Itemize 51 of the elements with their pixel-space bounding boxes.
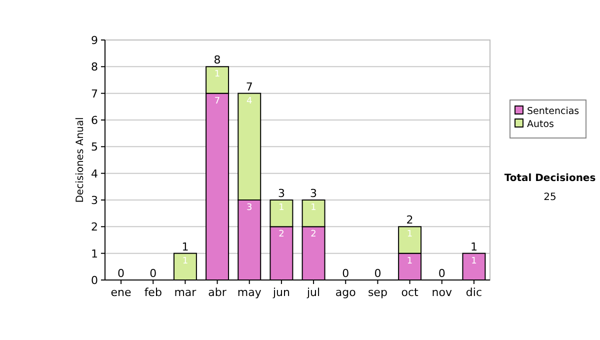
total-label: 1 <box>182 240 189 254</box>
data-label: 7 <box>214 96 220 106</box>
total-label: 0 <box>374 267 382 280</box>
total-label: 1 <box>470 240 478 254</box>
legend-label: Sentencias <box>527 106 580 117</box>
x-tick-label: abr <box>208 286 227 299</box>
data-label: 2 <box>310 230 316 240</box>
data-label: 1 <box>310 203 316 213</box>
x-tick-label: nov <box>432 286 452 299</box>
x-tick-label: jun <box>272 286 290 299</box>
data-label: 1 <box>182 256 188 266</box>
total-label: 3 <box>310 187 318 200</box>
text: Total Decisiones <box>504 173 596 184</box>
x-tick-label: may <box>237 286 262 299</box>
x-tick-label: sep <box>368 286 388 299</box>
x-tick-label: oct <box>401 286 420 299</box>
y-tick-label: 8 <box>91 60 98 74</box>
total-label: 2 <box>406 214 414 227</box>
y-tick-label: 5 <box>91 140 98 154</box>
data-label: 3 <box>246 203 252 213</box>
y-tick-label: 2 <box>91 220 98 234</box>
total-label: 3 <box>278 187 285 200</box>
total-label: 0 <box>438 267 446 280</box>
legend-label: Autos <box>527 119 554 130</box>
x-tick-label: ago <box>335 286 356 299</box>
data-label: 2 <box>278 230 284 240</box>
y-tick-label: 6 <box>91 114 98 127</box>
total-label: 7 <box>246 80 253 94</box>
data-label: 1 <box>406 256 413 266</box>
x-tick-label: mar <box>174 286 197 299</box>
total-label: 0 <box>118 267 125 280</box>
y-tick-label: 9 <box>91 34 98 47</box>
x-tick-label: feb <box>144 286 162 299</box>
total-label: 0 <box>342 267 350 280</box>
y-tick-label: 4 <box>91 167 98 180</box>
text: 25 <box>544 192 556 203</box>
data-label: 1 <box>214 70 220 80</box>
total-label: 0 <box>150 267 157 280</box>
data-label: 4 <box>246 96 253 106</box>
data-label: 1 <box>406 230 413 240</box>
y-tick-label: 3 <box>91 194 98 207</box>
y-tick-label: 1 <box>91 247 98 260</box>
total-label: 8 <box>214 54 221 67</box>
x-tick-label: jul <box>306 286 320 299</box>
y-axis-title: Decisiones Anual <box>75 117 86 203</box>
y-tick-label: 0 <box>91 274 98 287</box>
y-tick-label: 7 <box>91 87 98 100</box>
data-label: 1 <box>278 203 284 213</box>
data-label: 1 <box>471 256 477 266</box>
x-tick-label: dic <box>466 286 482 299</box>
x-tick-label: ene <box>110 286 132 299</box>
